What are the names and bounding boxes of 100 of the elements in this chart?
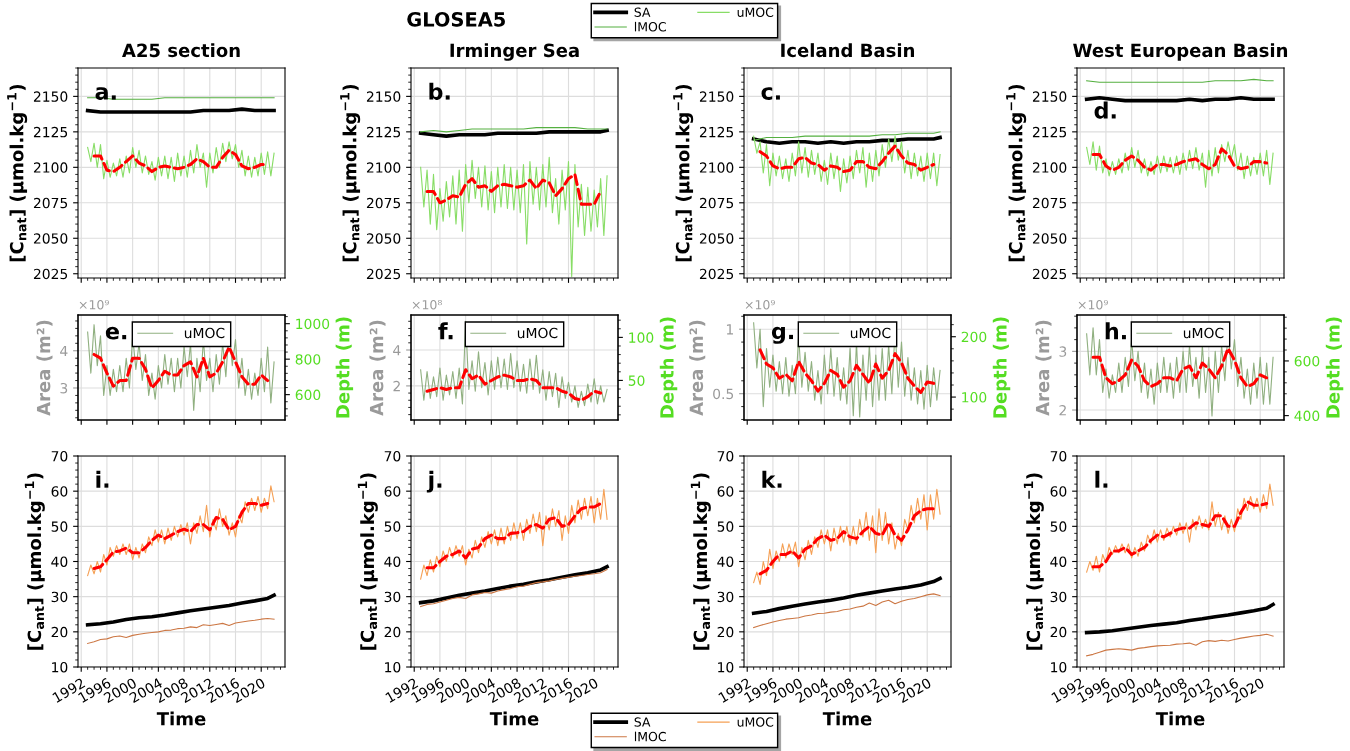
y-axis-title: Area (m²): [1035, 320, 1052, 416]
y-tick-label: 2150: [1032, 91, 1067, 102]
y-tick-label: 50: [1050, 521, 1067, 532]
line-series: [751, 576, 942, 616]
line-series: [92, 501, 270, 571]
text: ×10⁹: [79, 299, 109, 310]
annotation: l.: [1095, 470, 1108, 488]
y-tick-label: 70: [384, 450, 401, 462]
y-tick-label: 0.5: [713, 388, 734, 400]
y-tick-label: 50: [717, 521, 734, 532]
y-tick-label: 30: [717, 591, 734, 603]
y-tick-label: 20: [1050, 626, 1067, 638]
line-series: [420, 156, 608, 278]
y2-axis-title: Depth (m): [1325, 317, 1344, 418]
legend-label: uMOC: [1183, 327, 1224, 339]
line-series: [753, 135, 941, 193]
y-tick-label: 20: [51, 626, 68, 638]
annotation: e.: [105, 326, 127, 340]
line-series: [425, 172, 603, 206]
y-axis-title: [C$_{ant}$] (µmol.kg$^{−1}$): [1023, 473, 1044, 650]
y-tick-label: 60: [384, 486, 401, 497]
y-tick-label: 70: [51, 450, 68, 462]
y-tick-label: 40: [384, 556, 401, 567]
line-series: [87, 141, 275, 188]
y2-tick-label: 200: [961, 331, 987, 343]
y-tick-label: 50: [384, 521, 401, 532]
y-tick-label: 2075: [33, 197, 68, 209]
line-series: [1086, 633, 1274, 657]
y-tick-label: 2075: [1032, 197, 1067, 209]
y-tick-label: 2100: [699, 162, 734, 173]
line-series: [758, 348, 936, 394]
y-tick-label: 50: [51, 521, 68, 532]
chart-subtitle: GLOSEA5: [407, 11, 505, 27]
y-tick-label: 4: [60, 345, 68, 357]
annotation: h.: [1105, 322, 1126, 340]
annotation: b.: [429, 82, 450, 100]
legend-label: uMOC: [184, 327, 225, 339]
y-tick-label: 2150: [33, 91, 68, 102]
y-tick-label: 2100: [366, 162, 401, 173]
line-series: [753, 488, 941, 585]
x-axis-title: Time: [822, 711, 872, 726]
chart-title: A25 section: [122, 43, 240, 58]
y-tick-label: 40: [717, 556, 734, 567]
line-series: [1091, 500, 1269, 569]
y-tick-label: 70: [1050, 450, 1067, 462]
line-series: [1091, 346, 1269, 389]
annotation: k.: [762, 470, 782, 488]
y-tick-label: 2: [393, 380, 400, 392]
y-tick-label: 2100: [1032, 162, 1067, 173]
chart-title: West European Basin: [1073, 43, 1288, 61]
x-axis-title: Time: [156, 711, 206, 726]
legend-label: uMOC: [517, 327, 558, 339]
y-axis-title: Area (m²): [369, 320, 386, 416]
y-axis-title: Area (m²): [36, 320, 53, 416]
legend-label: uMOC: [737, 717, 774, 727]
y-tick-label: 2150: [366, 91, 401, 102]
y-tick-label: 2125: [699, 126, 734, 138]
text: ×10⁸: [412, 299, 442, 310]
y-tick-label: 2050: [699, 233, 734, 244]
y-axis-title: [C$_{nat}$] (µmol.kg$^{−1}$): [1006, 84, 1027, 262]
y-tick-label: 2050: [366, 233, 401, 244]
y-tick-label: 20: [384, 626, 401, 638]
y-tick-label: 60: [717, 486, 734, 497]
line-series: [92, 345, 270, 390]
legend-label: lMOC: [634, 731, 666, 742]
y-axis-title: [C$_{ant}$] (µmol.kg$^{−1}$): [24, 473, 45, 650]
line-series: [85, 593, 276, 627]
annotation: c.: [761, 87, 780, 100]
y-axis-title: [C$_{ant}$] (µmol.kg$^{−1}$): [690, 473, 711, 650]
chart-title: Iceland Basin: [781, 43, 915, 58]
y-tick-label: 10: [718, 661, 734, 673]
y-tick-label: 60: [51, 486, 68, 497]
y-tick-label: 60: [1050, 486, 1067, 497]
y-tick-label: 40: [1050, 556, 1067, 567]
line-series: [1091, 147, 1269, 172]
y-tick-label: 2050: [33, 233, 68, 244]
y-tick-label: 2025: [366, 268, 401, 280]
y-axis-title: [C$_{ant}$] (µmol.kg$^{−1}$): [357, 473, 378, 650]
y2-tick-label: 100: [962, 392, 987, 403]
y2-tick-label: 1000: [296, 318, 330, 330]
y-tick-label: 3: [1059, 346, 1067, 357]
y-tick-label: 10: [52, 661, 68, 673]
line-series: [1086, 141, 1274, 188]
text: ×10⁹: [745, 299, 775, 310]
y-tick-label: 2025: [1032, 268, 1067, 280]
annotation: j.: [426, 470, 442, 493]
line-series: [758, 507, 936, 576]
y2-axis-title: Depth (m): [659, 317, 678, 418]
y-tick-label: 2050: [1032, 233, 1067, 244]
y-tick-label: 2075: [699, 197, 734, 209]
line-series: [758, 144, 936, 174]
legend-label: SA: [634, 7, 651, 17]
line-series: [753, 322, 941, 418]
y-tick-label: 2100: [33, 162, 68, 173]
y-tick-label: 1: [726, 324, 733, 335]
annotation: a.: [95, 87, 116, 100]
line-series: [425, 501, 603, 570]
x-axis-title: Time: [489, 711, 539, 726]
y-axis-title: [C$_{nat}$] (µmol.kg$^{−1}$): [7, 84, 28, 262]
y2-tick-label: 100: [629, 332, 654, 343]
